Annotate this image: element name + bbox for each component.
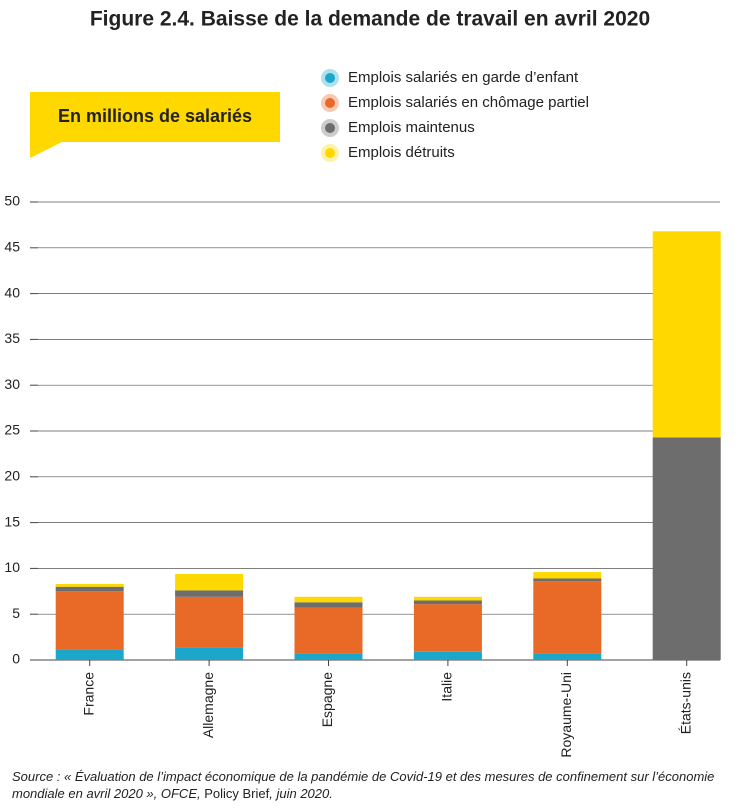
unit-label: En millions de salariés	[58, 106, 252, 126]
y-tick-label: 25	[4, 422, 20, 438]
y-tick-label: 0	[12, 651, 20, 667]
x-tick-label: France	[80, 672, 96, 716]
y-tick-label: 50	[4, 193, 20, 209]
bar-segment	[413, 600, 482, 605]
chart: Figure 2.4. Baisse de la demande de trav…	[4, 8, 721, 758]
x-tick-label: Espagne	[319, 672, 335, 727]
x-tick-label: Italie	[439, 672, 455, 702]
bar-segment	[55, 591, 124, 650]
bar-segment	[175, 590, 244, 597]
bar-segment	[175, 596, 244, 648]
bar-segment	[294, 607, 363, 654]
y-tick-label: 30	[4, 376, 20, 392]
legend-marker	[325, 148, 335, 158]
y-tick-label: 20	[4, 468, 20, 484]
bar-segment	[413, 651, 482, 660]
bar-segment	[175, 647, 244, 660]
bar-segment	[652, 231, 721, 438]
y-tick-label: 10	[4, 559, 20, 575]
bar-segment	[413, 604, 482, 652]
bar-segment	[55, 649, 124, 660]
unit-box	[30, 92, 280, 158]
bar-segment	[55, 583, 124, 587]
bar-segment	[294, 596, 363, 603]
legend-marker	[325, 73, 335, 83]
legend-label: Emplois détruits	[348, 144, 455, 161]
chart-title: Figure 2.4. Baisse de la demande de trav…	[90, 8, 650, 31]
bar-segment	[533, 653, 602, 660]
bar-segment	[294, 653, 363, 660]
legend-label: Emplois salariés en chômage partiel	[348, 94, 589, 111]
legend-label: Emplois salariés en garde d’enfant	[348, 69, 579, 86]
y-tick-label: 15	[4, 513, 20, 529]
source: Source : « Évaluation de l’impact économ…	[12, 768, 732, 802]
bar-segment	[55, 586, 124, 592]
y-tick-label: 5	[12, 605, 20, 621]
x-tick-label: Allemagne	[200, 672, 216, 738]
y-tick-label: 45	[4, 239, 20, 255]
legend-marker	[325, 98, 335, 108]
x-tick-label: Royaume-Uni	[558, 672, 574, 758]
bar-segment	[413, 596, 482, 601]
bar-segment	[533, 581, 602, 654]
y-tick-label: 35	[4, 330, 20, 346]
legend-label: Emplois maintenus	[348, 119, 475, 136]
source-text: Source : « Évaluation de l’impact économ…	[12, 769, 715, 801]
legend-marker	[325, 123, 335, 133]
bar-segment	[533, 572, 602, 579]
source-text: Policy Brief	[204, 786, 270, 801]
bar-segment	[652, 437, 721, 660]
y-tick-label: 40	[4, 284, 20, 300]
bar-segment	[294, 602, 363, 608]
source-text: , juin 2020.	[269, 786, 333, 801]
bar-segment	[533, 578, 602, 582]
bar-segment	[175, 573, 244, 591]
x-tick-label: États-unis	[677, 672, 693, 734]
